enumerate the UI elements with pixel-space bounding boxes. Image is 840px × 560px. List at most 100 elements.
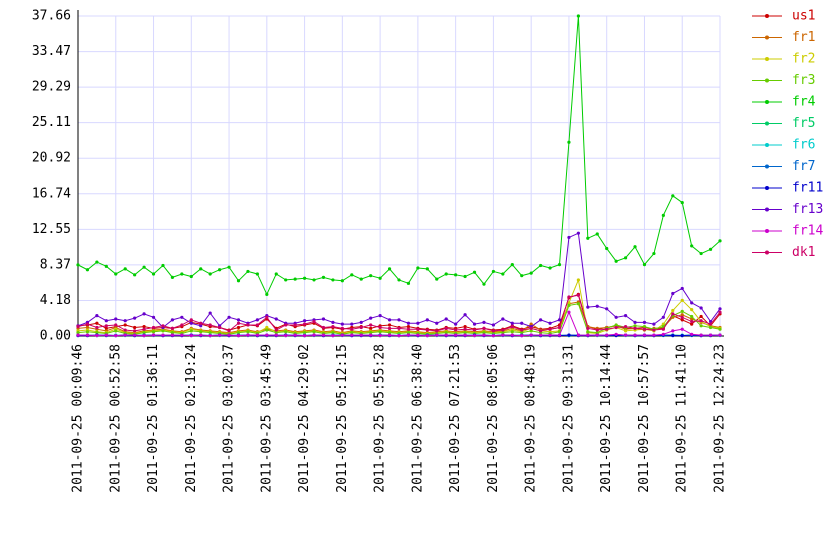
data-point <box>255 333 259 337</box>
data-point <box>302 319 307 323</box>
data-point <box>340 333 344 337</box>
data-point <box>76 325 80 329</box>
data-point <box>142 265 146 269</box>
legend-dot <box>765 35 769 40</box>
data-point <box>576 14 580 18</box>
data-point <box>633 326 637 330</box>
data-point <box>699 251 703 256</box>
data-point <box>369 323 373 327</box>
data-point <box>463 313 467 317</box>
data-point <box>104 319 108 323</box>
data-point <box>680 286 684 291</box>
data-point <box>236 331 241 335</box>
data-point <box>293 277 297 281</box>
x-tick-label: 2011-09-25 00:52:58 <box>108 344 123 493</box>
y-tick-label: 25.11 <box>32 115 71 130</box>
data-point <box>501 333 505 337</box>
data-point <box>359 325 363 330</box>
data-point <box>397 318 401 322</box>
data-point <box>406 325 411 329</box>
data-point <box>444 272 448 276</box>
data-point <box>378 330 382 334</box>
data-point <box>387 333 392 337</box>
data-point <box>510 321 514 325</box>
data-point <box>652 333 656 337</box>
data-point <box>255 272 259 276</box>
data-point <box>378 325 382 330</box>
data-point <box>548 321 552 325</box>
data-point <box>321 333 326 337</box>
data-point <box>406 333 411 337</box>
data-point <box>114 329 118 333</box>
legend-dot <box>765 78 769 83</box>
data-point <box>633 324 637 328</box>
data-point <box>387 318 392 322</box>
x-tick-label: 2011-09-25 00:09:46 <box>71 344 86 493</box>
data-point <box>246 323 250 327</box>
data-point <box>76 263 80 267</box>
data-point <box>189 274 193 279</box>
data-point <box>454 333 458 337</box>
legend-dot <box>765 57 769 61</box>
legend-label: fr5 <box>792 116 815 131</box>
data-point <box>274 317 278 321</box>
legend-dot <box>765 186 769 190</box>
data-point <box>284 333 288 338</box>
data-point <box>595 331 599 335</box>
data-point <box>454 273 458 277</box>
data-point <box>718 333 722 337</box>
legend-label: fr1 <box>792 30 815 45</box>
x-tick-label: 2011-09-25 08:48:19 <box>524 344 539 493</box>
data-point <box>340 279 344 283</box>
data-point <box>189 321 193 325</box>
series-line <box>77 293 721 331</box>
data-point <box>340 322 344 326</box>
data-point <box>586 330 590 334</box>
data-point <box>614 259 618 263</box>
data-point <box>189 318 193 322</box>
data-point <box>510 325 514 329</box>
data-point <box>274 328 278 332</box>
data-point <box>557 318 562 322</box>
data-point <box>321 275 326 279</box>
data-point <box>369 326 373 330</box>
data-point <box>595 328 599 332</box>
data-point <box>595 304 599 308</box>
data-point <box>359 277 363 281</box>
data-point <box>435 321 439 325</box>
data-point <box>671 329 675 333</box>
x-tick-label: 2011-09-25 07:21:53 <box>448 344 463 493</box>
data-point <box>548 333 552 337</box>
data-point <box>614 323 618 327</box>
data-point <box>265 315 269 319</box>
data-point <box>690 314 694 319</box>
legend-dot <box>765 229 769 233</box>
data-point <box>576 302 580 306</box>
data-point <box>236 318 241 322</box>
data-point <box>246 330 250 334</box>
data-point <box>387 267 392 271</box>
data-point <box>708 333 713 337</box>
y-tick-label: 16.74 <box>32 186 71 201</box>
data-point <box>161 263 165 268</box>
data-point <box>614 332 618 336</box>
data-point <box>123 267 127 271</box>
data-point <box>302 276 307 280</box>
data-point <box>85 333 90 337</box>
data-point <box>199 330 203 334</box>
data-point <box>444 333 448 337</box>
data-point <box>416 266 420 270</box>
data-point <box>170 331 175 335</box>
data-point <box>293 323 297 327</box>
data-point <box>406 281 411 285</box>
x-tick-label: 2011-09-25 10:57:57 <box>637 344 652 493</box>
data-point <box>463 274 467 279</box>
data-point <box>293 333 297 337</box>
data-point <box>633 320 637 325</box>
data-point <box>520 331 524 335</box>
data-point <box>151 315 156 319</box>
data-point <box>284 330 288 334</box>
x-tick-label: 2011-09-25 02:19:24 <box>184 344 199 493</box>
data-point <box>104 326 108 330</box>
y-tick-label: 29.29 <box>32 80 71 95</box>
